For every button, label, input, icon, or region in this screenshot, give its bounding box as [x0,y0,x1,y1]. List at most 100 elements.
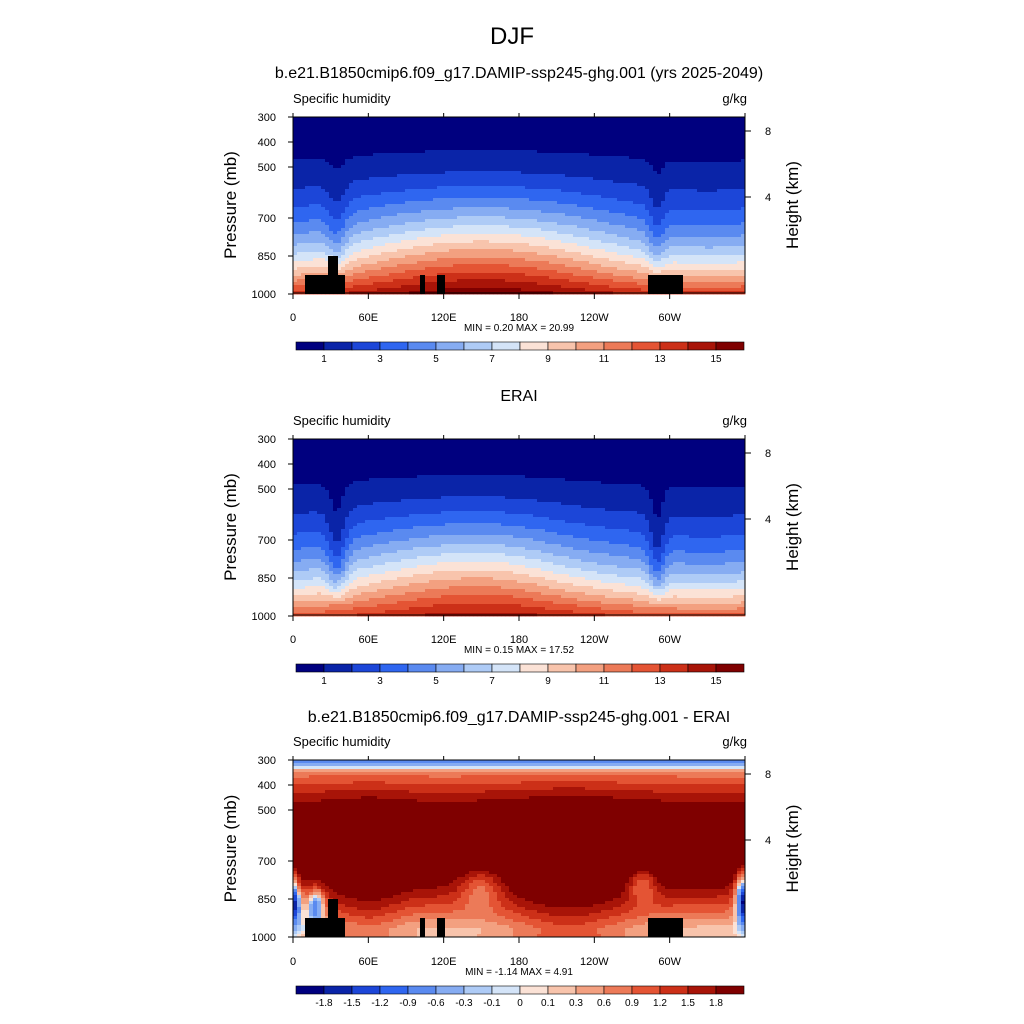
field-cell [377,126,382,130]
field-cell [497,240,502,244]
field-cell [401,144,406,148]
field-cell [481,258,486,262]
field-cell [593,240,598,244]
field-cell [385,276,390,280]
field-cell [521,216,526,220]
field-cell [549,273,554,277]
field-cell [513,240,518,244]
field-cell [405,252,410,256]
field-cell [485,252,490,256]
field-cell [385,216,390,220]
field-cell [453,153,458,157]
field-cell [333,231,338,235]
field-cell [381,171,386,175]
field-cell [409,219,414,223]
field-cell [485,264,490,268]
field-cell [521,132,526,136]
field-cell [305,165,310,169]
field-cell [413,288,418,292]
field-cell [581,240,586,244]
field-cell [537,267,542,271]
field-cell [621,168,626,172]
field-cell [601,144,606,148]
field-cell [437,168,442,172]
field-cell [321,117,326,121]
field-cell [305,249,310,253]
field-cell [601,225,606,229]
field-cell [361,243,366,247]
field-cell [397,261,402,265]
field-cell [305,222,310,226]
field-cell [505,174,510,178]
field-cell [297,222,302,226]
field-cell [577,258,582,262]
field-cell [313,213,318,217]
field-cell [629,222,634,226]
field-cell [585,288,590,292]
field-cell [421,174,426,178]
field-cell [557,228,562,232]
field-cell [589,192,594,196]
field-cell [573,168,578,172]
figure-title: DJF [490,23,534,50]
field-cell [621,249,626,253]
field-cell [461,237,466,241]
field-cell [601,159,606,163]
field-cell [441,120,446,124]
field-cell [353,153,358,157]
field-cell [533,192,538,196]
field-cell [329,120,334,124]
field-cell [333,135,338,139]
field-cell [549,120,554,124]
field-cell [321,192,326,196]
field-cell [361,192,366,196]
field-cell [601,192,606,196]
field-cell [493,285,498,289]
field-cell [441,258,446,262]
field-cell [617,288,622,292]
field-cell [341,171,346,175]
field-cell [517,144,522,148]
field-cell [313,216,318,220]
field-cell [381,288,386,292]
field-cell [501,162,506,166]
field-cell [625,279,630,283]
field-cell [601,249,606,253]
field-cell [629,219,634,223]
field-cell [469,162,474,166]
field-cell [369,132,374,136]
field-cell [305,204,310,208]
field-cell [445,153,450,157]
field-cell [577,186,582,190]
field-cell [437,255,442,259]
field-cell [409,249,414,253]
field-cell [305,171,310,175]
field-cell [625,240,630,244]
field-cell [321,135,326,139]
field-cell [365,225,370,229]
field-cell [349,180,354,184]
field-cell [457,228,462,232]
field-cell [433,120,438,124]
field-cell [389,228,394,232]
field-cell [345,276,350,280]
field-cell [537,234,542,238]
field-cell [389,129,394,133]
field-cell [309,165,314,169]
field-cell [373,207,378,211]
field-cell [577,144,582,148]
field-cell [493,231,498,235]
field-cell [545,288,550,292]
field-cell [609,159,614,163]
field-cell [417,246,422,250]
field-cell [385,240,390,244]
field-cell [549,213,554,217]
field-cell [377,117,382,121]
field-cell [549,186,554,190]
field-cell [457,150,462,154]
field-cell [501,174,506,178]
field-cell [525,258,530,262]
field-cell [565,129,570,133]
field-cell [593,276,598,280]
field-cell [417,180,422,184]
